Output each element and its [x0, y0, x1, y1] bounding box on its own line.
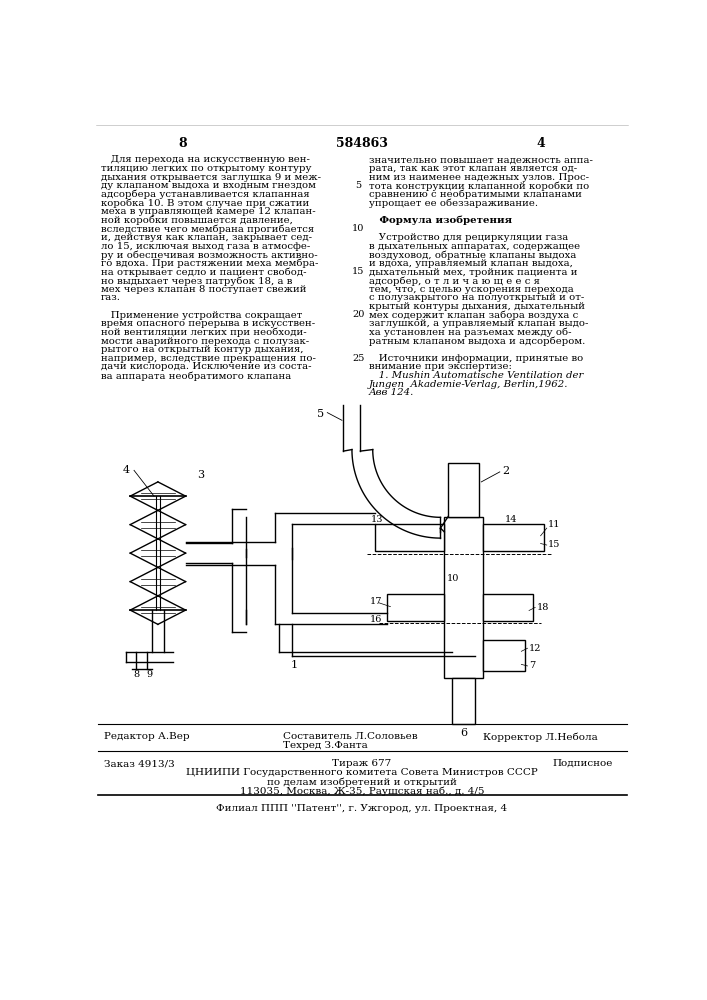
Text: воздуховод, обратные клапаны выдоха: воздуховод, обратные клапаны выдоха	[369, 250, 576, 260]
Text: 15: 15	[352, 267, 364, 276]
Text: ло 15, исключая выход газа в атмосфе-: ло 15, исключая выход газа в атмосфе-	[101, 242, 310, 251]
Text: 10: 10	[447, 574, 459, 583]
Text: дыхания открывается заглушка 9 и меж-: дыхания открывается заглушка 9 и меж-	[101, 173, 321, 182]
Text: рытого на открытый контур дыхания,: рытого на открытый контур дыхания,	[101, 345, 303, 354]
Text: Источники информации, принятые во: Источники информации, принятые во	[369, 354, 583, 363]
Bar	[483, 594, 533, 620]
Text: заглушкой, а управляемый клапан выдо-: заглушкой, а управляемый клапан выдо-	[369, 319, 588, 328]
Text: 1: 1	[291, 660, 298, 670]
Text: 7: 7	[529, 661, 535, 670]
Text: Техред З.Фанта: Техред З.Фанта	[283, 741, 368, 750]
Text: 4: 4	[123, 465, 130, 475]
Bar	[387, 594, 444, 620]
Text: 5: 5	[355, 181, 361, 190]
Text: и, действуя как клапан, закрывает сед-: и, действуя как клапан, закрывает сед-	[101, 233, 312, 242]
Text: но выдыхает через патрубок 18, а в: но выдыхает через патрубок 18, а в	[101, 276, 292, 286]
Text: 20: 20	[352, 310, 364, 319]
Text: Устройство для рециркуляции газа: Устройство для рециркуляции газа	[369, 233, 568, 242]
Text: Редактор А.Вер: Редактор А.Вер	[104, 732, 189, 741]
Text: тем, что, с целью ускорения перехода: тем, что, с целью ускорения перехода	[369, 285, 573, 294]
Text: ва аппарата необратимого клапана: ва аппарата необратимого клапана	[101, 371, 291, 381]
Text: Тираж 677: Тираж 677	[332, 759, 392, 768]
Bar	[483, 640, 525, 671]
Text: Филиал ППП ''Патент'', г. Ужгород, ул. Проектная, 4: Филиал ППП ''Патент'', г. Ужгород, ул. П…	[216, 804, 508, 813]
Text: на открывает седло и пациент свобод-: на открывает седло и пациент свобод-	[101, 268, 306, 277]
Text: 15: 15	[549, 540, 561, 549]
Text: газ.: газ.	[101, 293, 121, 302]
Text: 6: 6	[460, 728, 467, 738]
Text: 25: 25	[352, 354, 364, 363]
Text: 113035, Москва, Ж-35, Раушская наб., д. 4/5: 113035, Москва, Ж-35, Раушская наб., д. …	[240, 787, 484, 796]
Text: и вдоха, управляемый клапан выдоха,: и вдоха, управляемый клапан выдоха,	[369, 259, 573, 268]
Text: 10: 10	[352, 224, 364, 233]
Text: по делам изобретений и открытий: по делам изобретений и открытий	[267, 778, 457, 787]
Text: коробка 10. В этом случае при сжатии: коробка 10. В этом случае при сжатии	[101, 199, 309, 208]
Text: 4: 4	[536, 137, 545, 150]
Text: 2: 2	[502, 466, 509, 477]
Text: тота конструкции клапанной коробки по: тота конструкции клапанной коробки по	[369, 181, 589, 191]
Text: крытый контуры дыхания, дыхательный: крытый контуры дыхания, дыхательный	[369, 302, 585, 311]
Text: Для перехода на искусственную вен-: Для перехода на искусственную вен-	[101, 155, 310, 164]
Text: 16: 16	[370, 615, 382, 624]
Text: с полузакрытого на полуоткрытый и от-: с полузакрытого на полуоткрытый и от-	[369, 293, 584, 302]
Text: 18: 18	[537, 603, 549, 612]
Bar	[375, 524, 444, 551]
Text: ним из наименее надежных узлов. Прос-: ним из наименее надежных узлов. Прос-	[369, 173, 589, 182]
Text: Составитель Л.Соловьев: Составитель Л.Соловьев	[283, 732, 417, 741]
Text: ЦНИИПИ Государственного комитета Совета Министров СССР: ЦНИИПИ Государственного комитета Совета …	[186, 768, 538, 777]
Text: ду клапаном выдоха и входным гнездом: ду клапаном выдоха и входным гнездом	[101, 181, 316, 190]
Text: время опасного перерыва в искусствен-: время опасного перерыва в искусствен-	[101, 319, 315, 328]
Text: 9: 9	[146, 670, 153, 679]
Text: 13: 13	[371, 515, 384, 524]
Text: Корректор Л.Небола: Корректор Л.Небола	[483, 732, 597, 742]
Text: ха установлен на разъемах между об-: ха установлен на разъемах между об-	[369, 328, 571, 337]
Text: 11: 11	[549, 520, 561, 529]
Text: значительно повышает надежность аппа-: значительно повышает надежность аппа-	[369, 155, 592, 164]
Text: мости аварийного перехода с полузак-: мости аварийного перехода с полузак-	[101, 337, 309, 346]
Text: Формула изобретения: Формула изобретения	[369, 216, 512, 225]
Text: Авв 124.: Авв 124.	[369, 388, 414, 397]
Text: 12: 12	[529, 644, 542, 653]
Text: например, вследствие прекращения по-: например, вследствие прекращения по-	[101, 354, 316, 363]
Text: ру и обеспечивая возможность активно-: ру и обеспечивая возможность активно-	[101, 250, 317, 260]
Text: в дыхательных аппаратах, содержащее: в дыхательных аппаратах, содержащее	[369, 242, 580, 251]
Text: ной коробки повышается давление,: ной коробки повышается давление,	[101, 216, 293, 225]
Text: 17: 17	[370, 597, 382, 606]
Text: Подписное: Подписное	[552, 759, 612, 768]
Text: Заказ 4913/3: Заказ 4913/3	[104, 759, 175, 768]
Text: адсорбера устанавливается клапанная: адсорбера устанавливается клапанная	[101, 190, 310, 199]
Text: вследствие чего мембрана прогибается: вследствие чего мембрана прогибается	[101, 224, 314, 234]
Bar	[448, 463, 479, 517]
Text: 8: 8	[178, 137, 187, 150]
Text: 5: 5	[317, 409, 325, 419]
Text: го вдоха. При растяжении меха мембра-: го вдоха. При растяжении меха мембра-	[101, 259, 318, 268]
Text: ратным клапаном выдоха и адсорбером.: ратным клапаном выдоха и адсорбером.	[369, 337, 585, 346]
Text: 8: 8	[133, 670, 139, 679]
Text: меха в управляющей камере 12 клапан-: меха в управляющей камере 12 клапан-	[101, 207, 315, 216]
Text: 1. Mushin Automatische Ventilation der: 1. Mushin Automatische Ventilation der	[369, 371, 583, 380]
Text: внимание при экспертизе:: внимание при экспертизе:	[369, 362, 512, 371]
Text: дыхательный мех, тройник пациента и: дыхательный мех, тройник пациента и	[369, 268, 578, 277]
Text: 14: 14	[504, 515, 517, 524]
Text: дачи кислорода. Исключение из соста-: дачи кислорода. Исключение из соста-	[101, 362, 311, 371]
Text: адсорбер, о т л и ч а ю щ е е с я: адсорбер, о т л и ч а ю щ е е с я	[369, 276, 539, 286]
Text: сравнению с необратимыми клапанами: сравнению с необратимыми клапанами	[369, 190, 582, 199]
Bar	[444, 517, 483, 678]
Bar	[452, 678, 475, 724]
Text: тиляцию легких по открытому контуру: тиляцию легких по открытому контуру	[101, 164, 311, 173]
Text: рата, так как этот клапан является од-: рата, так как этот клапан является од-	[369, 164, 577, 173]
Text: 584863: 584863	[336, 137, 388, 150]
Text: 3: 3	[197, 470, 204, 480]
Bar	[483, 524, 544, 551]
Text: ной вентиляции легких при необходи-: ной вентиляции легких при необходи-	[101, 328, 307, 337]
Text: Jungen  Akademie-Verlag, Berlin,1962.: Jungen Akademie-Verlag, Berlin,1962.	[369, 380, 568, 389]
Text: мех через клапан 8 поступает свежий: мех через клапан 8 поступает свежий	[101, 285, 306, 294]
Text: мех содержит клапан забора воздуха с: мех содержит клапан забора воздуха с	[369, 311, 578, 320]
Text: упрощает ее обеззараживание.: упрощает ее обеззараживание.	[369, 199, 538, 208]
Text: Применение устройства сокращает: Применение устройства сокращает	[101, 311, 303, 320]
